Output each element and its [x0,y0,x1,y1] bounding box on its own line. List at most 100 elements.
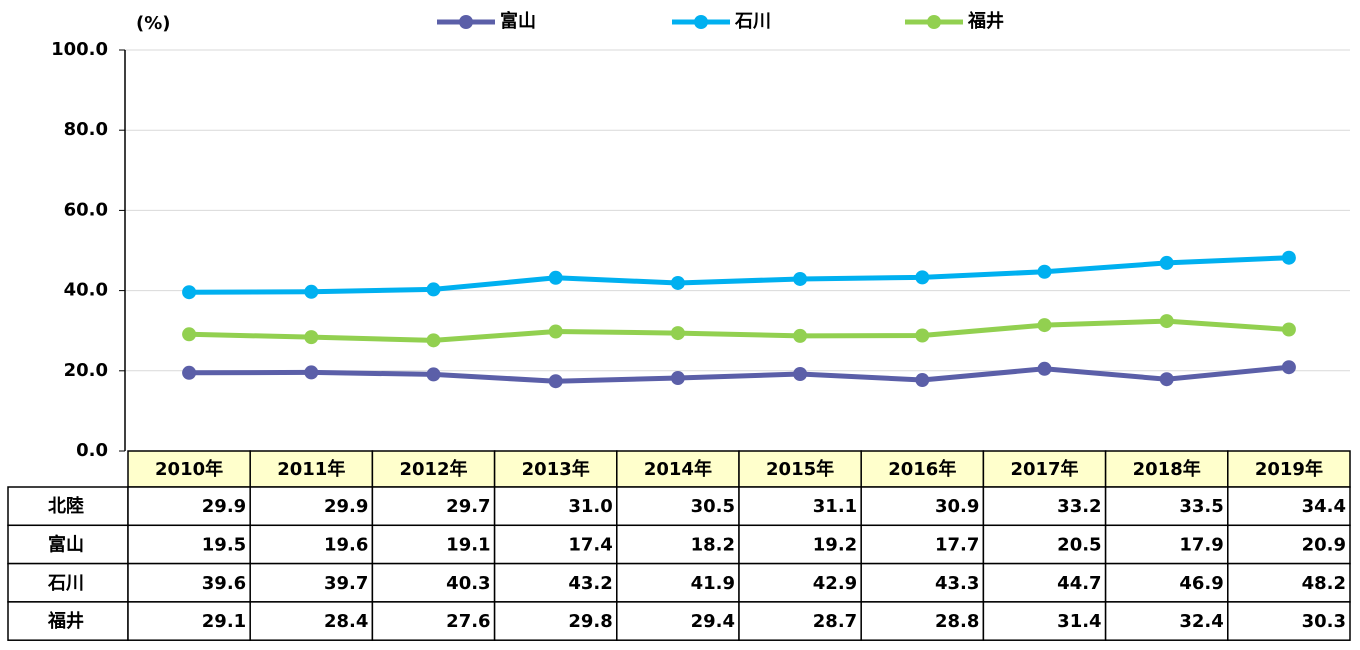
point [1037,264,1052,279]
point [1281,250,1296,265]
point [1159,255,1174,270]
table-value: 27.6 [446,611,490,632]
table-value: 29.9 [324,496,368,517]
point [1159,372,1174,387]
point [915,270,930,285]
table-value: 28.4 [324,611,368,632]
table-cell [616,562,740,603]
y-tick-label: 60.0 [64,199,108,220]
table-value: 34.4 [1302,496,1346,517]
table-value: 31.4 [1057,611,1101,632]
legend-label: 石川 [734,11,771,32]
x-tick-label: 2019年 [1255,458,1323,480]
point [426,367,441,382]
point [304,365,319,380]
table-cell [249,562,374,603]
legend-marker [694,15,708,29]
point [1281,360,1296,375]
legend-marker [459,15,473,29]
table-value: 30.3 [1302,611,1346,632]
table-value: 19.6 [324,534,368,555]
table-value: 17.9 [1179,534,1223,555]
table-value: 30.9 [935,496,979,517]
table-value: 28.7 [813,611,857,632]
point [426,333,441,348]
table-value: 28.8 [935,611,979,632]
table-value: 42.9 [813,573,857,594]
y-tick-label: 100.0 [51,39,108,60]
table-cell [1104,601,1229,641]
table-value: 18.2 [691,534,735,555]
header-cell [127,450,251,488]
x-tick-label: 2017年 [1010,458,1078,480]
table-cell [982,601,1107,641]
table-value: 20.9 [1302,534,1346,555]
point [793,271,808,286]
series-line [189,318,1290,343]
table-value: 44.7 [1057,573,1101,594]
table-value: 31.0 [568,496,612,517]
table-value: 33.2 [1057,496,1101,517]
point [670,371,685,386]
point [1037,361,1052,376]
table-cell [738,486,862,527]
y-tick-label: 20.0 [64,360,108,381]
point [670,275,685,290]
table-cell [738,601,862,641]
table-value: 39.7 [324,573,368,594]
table-cell [738,524,862,565]
y-tick-label: 0.0 [76,440,108,461]
x-tick-label: 2015年 [766,458,834,480]
legend-label: 富山 [500,10,536,32]
table-value: 29.9 [202,496,246,517]
table-cell [1227,486,1351,527]
point [670,326,685,341]
y-tick-label: 40.0 [64,280,108,301]
row-label: 福井 [47,610,84,632]
table-cell [493,562,618,603]
table-value: 32.4 [1179,611,1223,632]
point [793,328,808,343]
point [1037,318,1052,333]
point [793,367,808,382]
point [304,330,319,345]
table-cell [127,486,251,527]
table-cell [982,486,1107,527]
table-cell [616,524,740,565]
point [548,270,563,285]
series-line [189,364,1290,384]
unit-label: (%) [136,13,171,34]
table-cell [249,524,374,565]
point [426,282,441,297]
table-cell [1227,562,1351,603]
table-cell [127,601,251,641]
table-value: 31.1 [813,496,857,517]
row-label: 石川 [47,573,84,594]
table-cell [371,601,496,641]
table-cell [860,486,985,527]
x-tick-label: 2016年 [888,458,956,480]
point [182,365,197,380]
point [548,374,563,389]
point [548,324,563,339]
table-cell [1227,524,1351,565]
legend-label: 福井 [967,10,1004,32]
table-value: 29.1 [202,611,246,632]
x-tick-label: 2011年 [277,458,345,480]
row-label: 北陸 [48,495,84,517]
x-tick-label: 2018年 [1133,458,1201,480]
x-tick-label: 2010年 [155,458,223,480]
table-cell [493,601,618,641]
table-value: 29.8 [568,611,612,632]
point [915,373,930,388]
table-value: 19.1 [446,534,490,555]
table-value: 17.7 [935,534,979,555]
table-cell [860,601,985,641]
table-value: 20.5 [1057,534,1101,555]
table-value: 19.5 [202,534,246,555]
table-value: 41.9 [691,573,735,594]
point [1281,322,1296,337]
header-cell [493,450,618,488]
point [182,327,197,342]
table-value: 39.6 [202,573,246,594]
